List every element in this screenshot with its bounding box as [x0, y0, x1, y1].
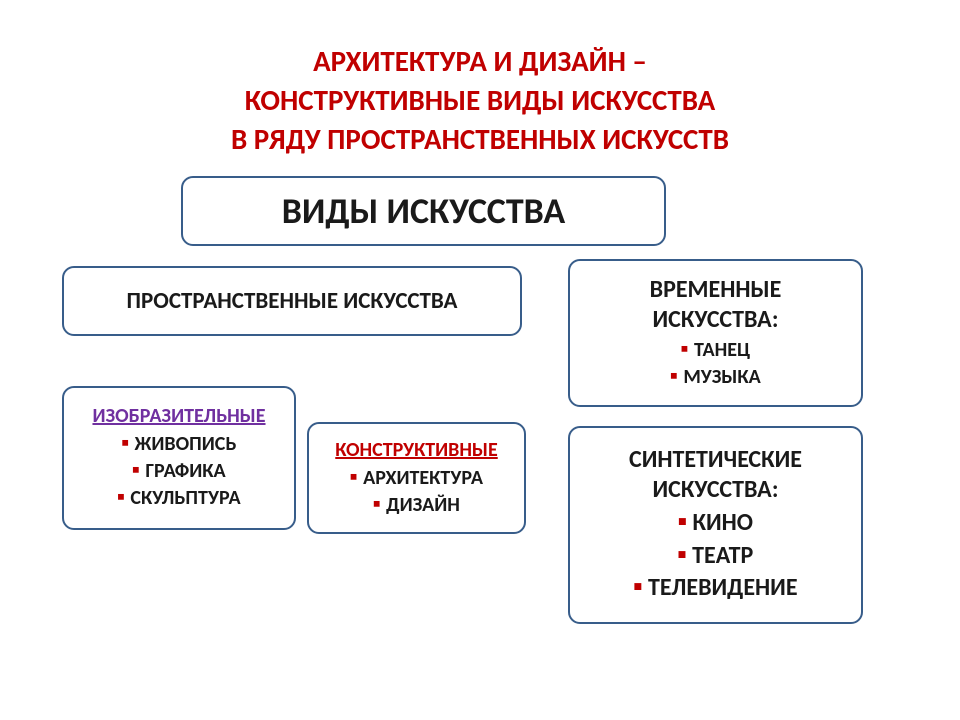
title-line-1: АРХИТЕКТУРА И ДИЗАЙН –	[0, 42, 960, 81]
list-item: ЖИВОПИСЬ	[117, 431, 240, 458]
box-konstruktivnye-items: АРХИТЕКТУРАДИЗАЙН	[350, 465, 483, 519]
box-temporal-heading: ВРЕМЕННЫЕ ИСКУССТВА:	[650, 275, 782, 335]
box-spatial: ПРОСТРАНСТВЕННЫЕ ИСКУССТВА	[62, 266, 522, 336]
box-root-label: ВИДЫ ИСКУССТВА	[282, 189, 566, 234]
list-item: ГРАФИКА	[117, 458, 240, 485]
list-item: АРХИТЕКТУРА	[350, 465, 483, 492]
box-synthetic-heading: СИНТЕТИЧЕСКИЕ ИСКУССТВА:	[629, 445, 802, 505]
list-item: КИНО	[633, 507, 797, 539]
slide-title: АРХИТЕКТУРА И ДИЗАЙН – КОНСТРУКТИВНЫЕ ВИ…	[0, 42, 960, 159]
title-line-3: В РЯДУ ПРОСТРАНСТВЕННЫХ ИСКУССТВ	[0, 120, 960, 159]
list-item: СКУЛЬПТУРА	[117, 485, 240, 512]
box-synthetic: СИНТЕТИЧЕСКИЕ ИСКУССТВА: КИНОТЕАТРТЕЛЕВИ…	[568, 426, 863, 624]
box-synthetic-items: КИНОТЕАТРТЕЛЕВИДЕНИЕ	[633, 507, 797, 604]
box-spatial-label: ПРОСТРАНСТВЕННЫЕ ИСКУССТВА	[127, 287, 458, 316]
box-konstruktivnye-heading: КОНСТРУКТИВНЫЕ	[335, 438, 497, 463]
list-item: МУЗЫКА	[670, 364, 761, 391]
box-temporal-items: ТАНЕЦМУЗЫКА	[670, 337, 761, 391]
box-root: ВИДЫ ИСКУССТВА	[181, 176, 666, 246]
list-item: ТЕЛЕВИДЕНИЕ	[633, 572, 797, 604]
title-line-2: КОНСТРУКТИВНЫЕ ВИДЫ ИСКУССТВА	[0, 81, 960, 120]
box-temporal-heading-l1: ВРЕМЕННЫЕ	[650, 275, 782, 304]
box-konstruktivnye: КОНСТРУКТИВНЫЕ АРХИТЕКТУРАДИЗАЙН	[307, 422, 526, 534]
box-temporal: ВРЕМЕННЫЕ ИСКУССТВА: ТАНЕЦМУЗЫКА	[568, 259, 863, 407]
box-temporal-heading-l2: ИСКУССТВА:	[653, 305, 779, 334]
list-item: ТАНЕЦ	[670, 337, 761, 364]
box-synthetic-heading-l2: ИСКУССТВА:	[653, 475, 779, 504]
box-izobrazitelnye: ИЗОБРАЗИТЕЛЬНЫЕ ЖИВОПИСЬГРАФИКАСКУЛЬПТУР…	[62, 386, 296, 530]
list-item: ТЕАТР	[633, 540, 797, 572]
box-izobrazitelnye-items: ЖИВОПИСЬГРАФИКАСКУЛЬПТУРА	[117, 431, 240, 512]
list-item: ДИЗАЙН	[350, 492, 483, 519]
box-izobrazitelnye-heading: ИЗОБРАЗИТЕЛЬНЫЕ	[92, 404, 265, 429]
box-synthetic-heading-l1: СИНТЕТИЧЕСКИЕ	[629, 445, 802, 474]
